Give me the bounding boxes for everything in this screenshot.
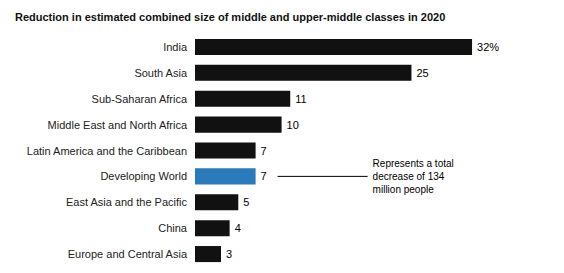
svg-text:India: India bbox=[163, 41, 188, 53]
svg-text:Sub-Saharan Africa: Sub-Saharan Africa bbox=[92, 93, 188, 105]
svg-text:5: 5 bbox=[243, 196, 249, 208]
svg-text:4: 4 bbox=[235, 222, 241, 234]
svg-text:32%: 32% bbox=[477, 41, 499, 53]
svg-text:11: 11 bbox=[295, 93, 306, 105]
svg-text:Latin America and the Caribbea: Latin America and the Caribbean bbox=[27, 145, 187, 157]
svg-text:Europe and Central Asia: Europe and Central Asia bbox=[68, 248, 188, 260]
svg-text:million people: million people bbox=[373, 184, 435, 195]
svg-text:7: 7 bbox=[261, 145, 267, 157]
svg-text:decrease of 134: decrease of 134 bbox=[373, 171, 445, 182]
svg-text:3: 3 bbox=[226, 248, 232, 260]
svg-text:7: 7 bbox=[261, 170, 267, 182]
svg-text:25: 25 bbox=[416, 67, 428, 79]
svg-text:China: China bbox=[158, 222, 188, 234]
svg-text:Represents a total: Represents a total bbox=[373, 158, 454, 169]
svg-text:Reduction in estimated combine: Reduction in estimated combined size of … bbox=[15, 11, 445, 23]
svg-text:Middle East and North Africa: Middle East and North Africa bbox=[48, 119, 188, 131]
svg-text:10: 10 bbox=[287, 119, 299, 131]
svg-text:East Asia and the Pacific: East Asia and the Pacific bbox=[66, 196, 188, 208]
svg-text:Developing World: Developing World bbox=[100, 170, 187, 182]
svg-text:South Asia: South Asia bbox=[134, 67, 187, 79]
